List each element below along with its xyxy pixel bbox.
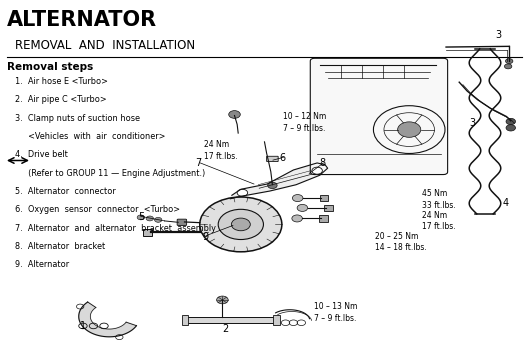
Text: 2: 2 (222, 324, 228, 334)
FancyBboxPatch shape (324, 205, 333, 211)
FancyBboxPatch shape (177, 219, 187, 225)
Circle shape (229, 110, 240, 118)
Circle shape (200, 197, 282, 252)
FancyBboxPatch shape (143, 229, 152, 236)
Circle shape (154, 217, 162, 222)
FancyBboxPatch shape (320, 195, 328, 201)
Text: 4.  Drive belt: 4. Drive belt (14, 150, 67, 159)
Text: 24 Nm
17 ft.lbs.: 24 Nm 17 ft.lbs. (422, 211, 456, 231)
Text: (Refer to GROUP 11 — Engine Adjustment.): (Refer to GROUP 11 — Engine Adjustment.) (14, 169, 205, 178)
Circle shape (137, 215, 144, 220)
Circle shape (297, 204, 308, 211)
FancyBboxPatch shape (319, 215, 327, 222)
Polygon shape (230, 163, 327, 199)
Text: 5: 5 (138, 212, 144, 222)
Text: 1.  Air hose E <Turbo>: 1. Air hose E <Turbo> (14, 77, 107, 86)
FancyBboxPatch shape (267, 156, 278, 161)
Circle shape (268, 182, 277, 189)
Text: 3: 3 (496, 30, 501, 40)
Circle shape (218, 209, 263, 240)
FancyBboxPatch shape (183, 317, 275, 324)
Text: 3.  Clamp nuts of suction hose: 3. Clamp nuts of suction hose (14, 114, 140, 122)
Circle shape (506, 125, 515, 131)
Circle shape (216, 296, 228, 304)
Text: 20 – 25 Nm
14 – 18 ft.lbs.: 20 – 25 Nm 14 – 18 ft.lbs. (375, 232, 427, 252)
Text: <Vehicles  with  air  conditioner>: <Vehicles with air conditioner> (14, 132, 165, 141)
Circle shape (293, 195, 303, 201)
Text: ALTERNATOR: ALTERNATOR (7, 10, 157, 30)
Text: 6.  Oxygen  sensor  connector  <Turbo>: 6. Oxygen sensor connector <Turbo> (14, 205, 179, 215)
Circle shape (292, 215, 303, 222)
FancyBboxPatch shape (273, 315, 280, 325)
Text: 8.  Alternator  bracket: 8. Alternator bracket (14, 242, 105, 251)
Circle shape (505, 64, 512, 69)
Text: 9: 9 (203, 232, 208, 242)
Circle shape (237, 189, 248, 196)
Polygon shape (79, 302, 136, 337)
Circle shape (398, 122, 421, 137)
Text: 2.  Air pipe C <Turbo>: 2. Air pipe C <Turbo> (14, 95, 106, 104)
Text: 5.  Alternator  connector: 5. Alternator connector (14, 187, 115, 196)
Circle shape (146, 216, 153, 221)
Text: 3: 3 (469, 118, 476, 127)
FancyBboxPatch shape (311, 58, 448, 175)
FancyBboxPatch shape (182, 315, 188, 325)
Circle shape (312, 167, 322, 174)
Text: 7.  Alternator  and  alternator  bracket  assembly: 7. Alternator and alternator bracket ass… (14, 224, 215, 233)
Text: 10 – 13 Nm
7 – 9 ft.lbs.: 10 – 13 Nm 7 – 9 ft.lbs. (315, 302, 358, 322)
Text: 9.  Alternator: 9. Alternator (14, 261, 69, 269)
Text: 8: 8 (320, 158, 325, 168)
Text: 1: 1 (80, 321, 86, 331)
Text: 45 Nm
33 ft.lbs.: 45 Nm 33 ft.lbs. (422, 189, 456, 210)
Text: 7: 7 (196, 158, 202, 168)
Text: 6: 6 (280, 153, 286, 163)
Text: REMOVAL  AND  INSTALLATION: REMOVAL AND INSTALLATION (14, 39, 195, 52)
Text: Removal steps: Removal steps (7, 62, 93, 72)
Text: 24 Nm
17 ft.lbs.: 24 Nm 17 ft.lbs. (204, 140, 238, 161)
Circle shape (506, 118, 515, 125)
Circle shape (506, 59, 513, 64)
Text: 4: 4 (503, 198, 508, 209)
Text: 10 – 12 Nm
7 – 9 ft.lbs.: 10 – 12 Nm 7 – 9 ft.lbs. (283, 112, 326, 133)
Circle shape (231, 218, 250, 231)
